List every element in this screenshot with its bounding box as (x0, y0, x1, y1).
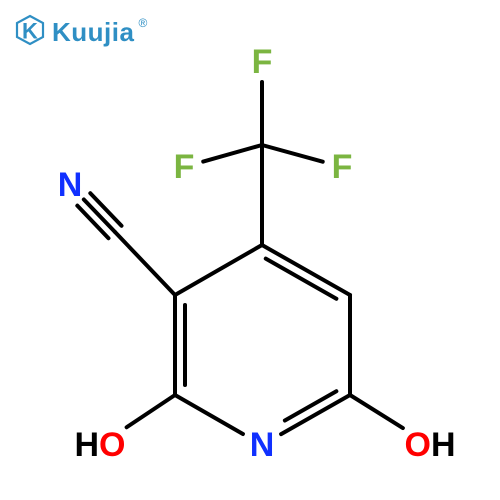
bond (266, 259, 337, 299)
atom-label: F (332, 148, 353, 186)
atom-label: F (252, 43, 273, 81)
bond (175, 245, 262, 295)
atom-label: HO (74, 426, 125, 464)
atom-label: N (250, 426, 275, 464)
bond (127, 395, 175, 427)
atom-label: F (174, 148, 195, 186)
atom-label: N (58, 166, 83, 204)
bond (175, 395, 243, 434)
bond (350, 395, 403, 428)
bond (262, 145, 323, 162)
bond (262, 245, 350, 295)
molecule-diagram: N N F F F HO OH (0, 0, 500, 500)
atom-label: OH (404, 426, 455, 464)
bond (115, 232, 175, 295)
bond (203, 145, 262, 162)
